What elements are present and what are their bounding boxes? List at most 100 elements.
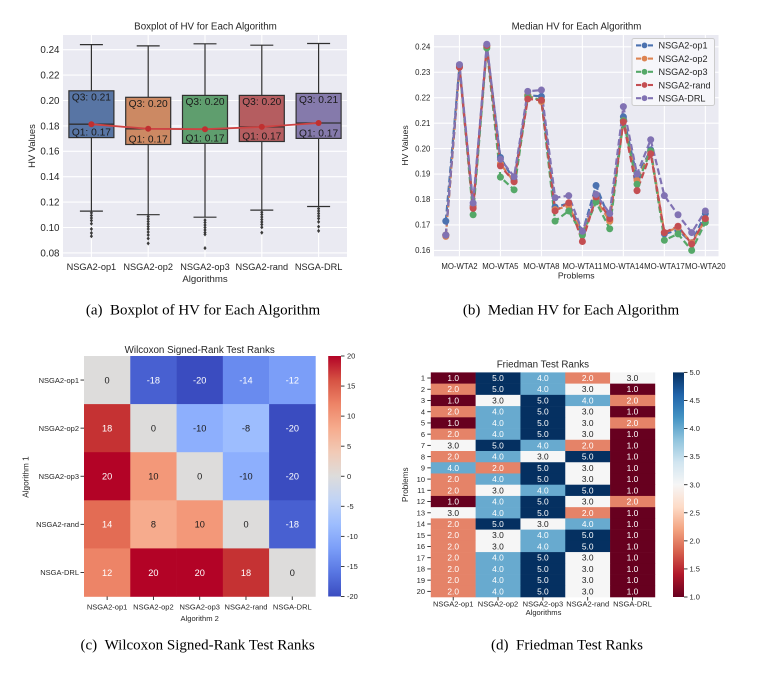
svg-text:HV Values: HV Values	[400, 125, 410, 166]
svg-text:5.0: 5.0	[537, 508, 549, 518]
svg-text:1.0: 1.0	[627, 463, 639, 473]
svg-text:0.21: 0.21	[415, 119, 430, 128]
svg-text:3.0: 3.0	[492, 530, 504, 540]
svg-text:NSGA2-op1: NSGA2-op1	[67, 262, 117, 272]
svg-text:-18: -18	[147, 375, 160, 385]
svg-text:2.0: 2.0	[447, 452, 459, 462]
svg-text:-15: -15	[347, 562, 358, 571]
svg-text:NSGA2-rand: NSGA2-rand	[225, 603, 268, 612]
svg-text:0.20: 0.20	[40, 96, 60, 107]
svg-text:2.0: 2.0	[447, 553, 459, 563]
svg-text:0: 0	[243, 520, 248, 530]
svg-text:13: 13	[417, 509, 425, 518]
svg-text:3.0: 3.0	[447, 508, 459, 518]
svg-text:10: 10	[195, 520, 205, 530]
svg-text:Friedman Test Ranks: Friedman Test Ranks	[497, 359, 589, 370]
svg-text:1.0: 1.0	[627, 429, 639, 439]
svg-text:NSGA-DRL: NSGA-DRL	[659, 94, 706, 104]
svg-text:1.0: 1.0	[627, 530, 639, 540]
svg-text:1.0: 1.0	[447, 497, 459, 507]
svg-text:2.0: 2.0	[447, 519, 459, 529]
svg-text:NSGA2-rand: NSGA2-rand	[235, 262, 288, 272]
svg-text:0.10: 0.10	[40, 223, 60, 234]
svg-text:Q1: 0.17: Q1: 0.17	[185, 133, 224, 144]
svg-text:16: 16	[417, 542, 425, 551]
svg-text:NSGA-DRL: NSGA-DRL	[40, 568, 79, 577]
svg-text:0.18: 0.18	[40, 121, 60, 132]
svg-text:0.24: 0.24	[415, 43, 431, 52]
svg-text:0: 0	[105, 375, 110, 385]
svg-text:0.12: 0.12	[40, 198, 59, 209]
svg-text:2.0: 2.0	[690, 537, 700, 546]
svg-text:NSGA2-op1: NSGA2-op1	[433, 600, 473, 609]
svg-text:3.0: 3.0	[537, 452, 549, 462]
svg-text:5.0: 5.0	[537, 396, 549, 406]
svg-text:20: 20	[195, 568, 205, 578]
svg-text:5.0: 5.0	[537, 418, 549, 428]
svg-text:2.0: 2.0	[447, 407, 459, 417]
svg-text:-20: -20	[286, 423, 299, 433]
svg-text:5.0: 5.0	[537, 407, 549, 417]
svg-text:5.0: 5.0	[582, 452, 594, 462]
svg-text:19: 19	[417, 576, 425, 585]
svg-text:20: 20	[148, 568, 158, 578]
svg-text:20: 20	[102, 472, 112, 482]
svg-text:2.0: 2.0	[582, 508, 594, 518]
svg-text:3.0: 3.0	[582, 497, 594, 507]
svg-text:-8: -8	[242, 423, 250, 433]
svg-text:11: 11	[417, 486, 425, 495]
svg-text:1.0: 1.0	[627, 586, 639, 596]
svg-text:0.22: 0.22	[40, 71, 59, 82]
svg-text:-12: -12	[286, 375, 299, 385]
svg-text:NSGA2-op3: NSGA2-op3	[659, 67, 708, 77]
svg-text:4.0: 4.0	[492, 452, 504, 462]
svg-text:2.5: 2.5	[690, 508, 700, 517]
svg-text:Q3: 0.20: Q3: 0.20	[185, 97, 224, 108]
svg-text:10: 10	[417, 475, 425, 484]
svg-text:20: 20	[347, 352, 355, 361]
svg-text:0.16: 0.16	[415, 246, 430, 255]
svg-text:5.0: 5.0	[537, 429, 549, 439]
svg-text:NSGA2-op2: NSGA2-op2	[659, 54, 708, 64]
svg-text:3.0: 3.0	[582, 474, 594, 484]
svg-text:NSGA2-op3: NSGA2-op3	[523, 600, 563, 609]
svg-text:5.0: 5.0	[537, 575, 549, 585]
svg-text:3.0: 3.0	[447, 440, 459, 450]
svg-text:HV Values: HV Values	[26, 124, 37, 168]
svg-text:5.0: 5.0	[537, 553, 549, 563]
svg-text:0.18: 0.18	[415, 195, 430, 204]
svg-text:NSGA2-op1: NSGA2-op1	[39, 376, 79, 385]
svg-text:4.0: 4.0	[537, 373, 549, 383]
svg-text:2.0: 2.0	[447, 586, 459, 596]
svg-text:1.0: 1.0	[627, 407, 639, 417]
svg-text:18: 18	[102, 423, 112, 433]
svg-text:-10: -10	[193, 423, 206, 433]
svg-text:3.0: 3.0	[492, 485, 504, 495]
svg-text:1.0: 1.0	[690, 593, 700, 602]
svg-text:1.0: 1.0	[627, 519, 639, 529]
svg-text:6: 6	[421, 430, 425, 439]
svg-text:5.0: 5.0	[492, 373, 504, 383]
svg-text:(c) Wilcoxon Signed-Rank Test: (c) Wilcoxon Signed-Rank Test Ranks	[80, 638, 314, 654]
svg-text:-14: -14	[239, 375, 252, 385]
svg-text:5.0: 5.0	[582, 530, 594, 540]
svg-text:0.08: 0.08	[40, 248, 60, 259]
svg-text:3.5: 3.5	[690, 452, 700, 461]
svg-text:5.0: 5.0	[492, 440, 504, 450]
svg-text:3.0: 3.0	[492, 542, 504, 552]
svg-text:2.0: 2.0	[627, 396, 639, 406]
svg-text:(a) Boxplot of HV for Each Al: (a) Boxplot of HV for Each Algorithm	[86, 303, 321, 319]
svg-text:Problems: Problems	[558, 271, 595, 281]
svg-text:15: 15	[417, 531, 425, 540]
svg-text:1.0: 1.0	[627, 575, 639, 585]
svg-text:1.0: 1.0	[627, 542, 639, 552]
svg-text:-20: -20	[347, 592, 358, 601]
svg-text:4.0: 4.0	[537, 384, 549, 394]
svg-text:1.0: 1.0	[627, 485, 639, 495]
svg-text:(b) Median HV for Each Algori: (b) Median HV for Each Algorithm	[463, 303, 680, 319]
svg-text:NSGA2-op3: NSGA2-op3	[179, 603, 219, 612]
svg-text:5.0: 5.0	[537, 564, 549, 574]
svg-text:8: 8	[421, 452, 425, 461]
svg-text:NSGA2-op3: NSGA2-op3	[180, 262, 230, 272]
svg-text:MO-WTA14: MO-WTA14	[603, 262, 644, 271]
